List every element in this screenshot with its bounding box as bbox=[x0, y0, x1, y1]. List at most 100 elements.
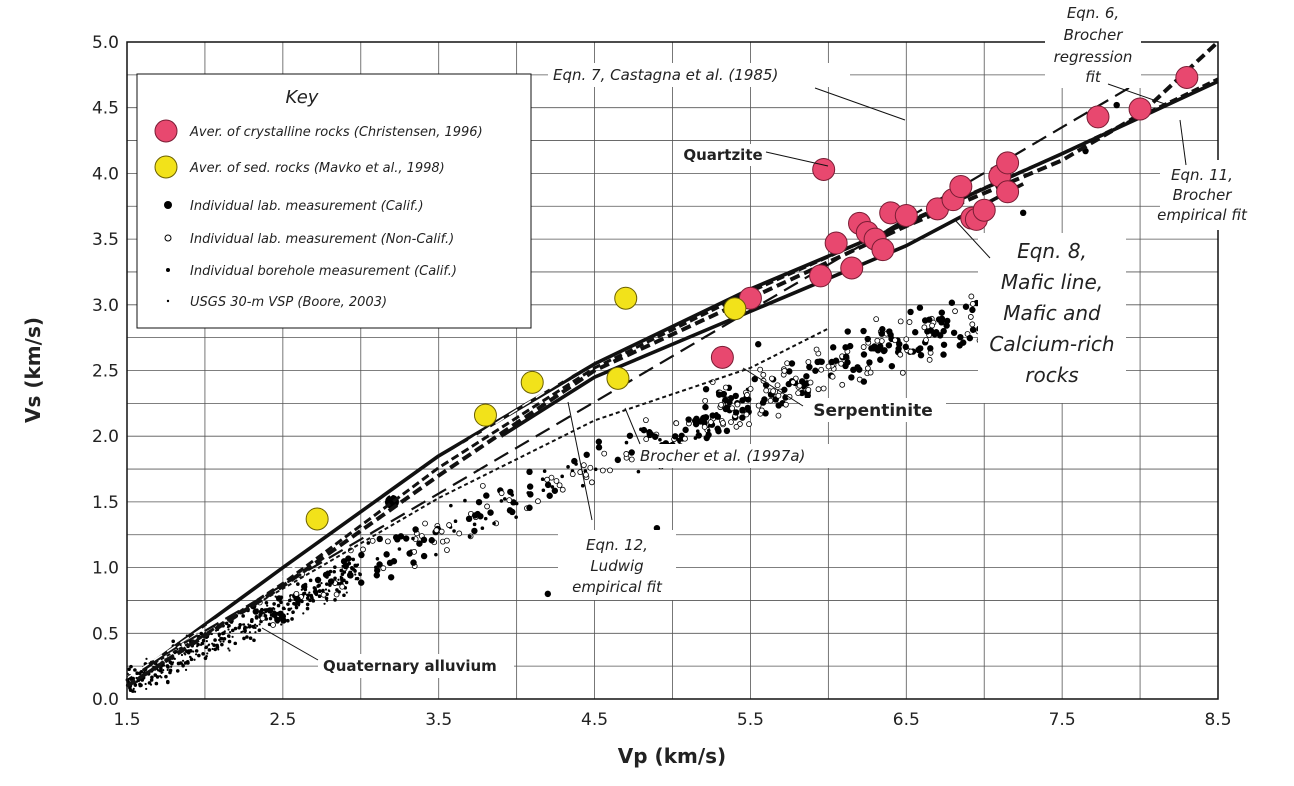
ann-eqn6-line1: Eqn. 6, bbox=[1067, 4, 1119, 22]
vsp-point bbox=[326, 599, 329, 602]
borehole-point bbox=[542, 469, 547, 473]
lab-calif-point bbox=[828, 358, 836, 366]
borehole-point bbox=[434, 552, 438, 557]
lab-calif-point bbox=[864, 335, 871, 343]
lab-noncalif-point bbox=[926, 356, 933, 363]
vsp-point bbox=[341, 580, 344, 584]
leader-eqn7 bbox=[814, 87, 906, 121]
lab-calif-point bbox=[885, 342, 893, 349]
borehole-point bbox=[233, 641, 238, 646]
crystalline-average-point bbox=[996, 180, 1020, 204]
borehole-point bbox=[291, 610, 295, 614]
sedimentary-average-point bbox=[305, 507, 329, 531]
rock-average-points bbox=[305, 65, 1199, 531]
lab-noncalif-point bbox=[839, 381, 846, 388]
borehole-point bbox=[238, 622, 242, 627]
x-tick-label: 5.5 bbox=[737, 710, 764, 730]
y-tick-label: 3.0 bbox=[92, 296, 119, 316]
borehole-point bbox=[468, 534, 472, 539]
lab-noncalif-point bbox=[903, 336, 910, 343]
crystalline-average-point bbox=[812, 157, 836, 181]
lab-calif-point bbox=[646, 431, 654, 439]
lab-noncalif-point bbox=[422, 520, 428, 527]
lab-noncalif-point bbox=[897, 351, 904, 358]
lab-calif-point bbox=[651, 433, 659, 440]
lab-noncalif-point bbox=[544, 476, 551, 483]
x-tick-label: 6.5 bbox=[893, 710, 920, 730]
leader-brocher97 bbox=[624, 407, 641, 445]
lab-noncalif-point bbox=[535, 498, 541, 505]
lab-calif-point bbox=[420, 552, 428, 560]
lab-noncalif-point bbox=[673, 420, 680, 427]
ann-eqn8-line1: Eqn. 8, bbox=[1017, 239, 1087, 263]
borehole-point bbox=[213, 647, 218, 652]
vsp-point bbox=[280, 623, 283, 626]
lab-calif-point bbox=[410, 559, 417, 566]
borehole-point bbox=[305, 602, 310, 607]
ann-eqn11-line3: empirical fit bbox=[1157, 206, 1248, 224]
crystalline-average-point bbox=[1086, 105, 1110, 129]
borehole-point bbox=[224, 621, 229, 626]
vsp-point bbox=[302, 612, 305, 615]
leader-serpentinite bbox=[742, 367, 804, 407]
lab-calif-point bbox=[705, 431, 712, 439]
lab-calif-point bbox=[640, 426, 648, 434]
lab-calif-point bbox=[628, 449, 635, 456]
borehole-point bbox=[281, 606, 286, 611]
crystalline-average-point bbox=[824, 231, 848, 255]
lab-noncalif-point bbox=[369, 537, 376, 544]
legend-marker-borehole bbox=[166, 268, 170, 272]
vsp-point bbox=[254, 626, 257, 629]
vsp-point bbox=[327, 589, 330, 592]
lab-calif-point bbox=[944, 317, 951, 325]
lab-calif-point bbox=[902, 343, 909, 351]
vsp-point bbox=[200, 642, 203, 646]
lab-calif-point bbox=[938, 315, 946, 322]
lab-calif-point bbox=[475, 498, 483, 506]
ann-eqn6-line4: fit bbox=[1085, 68, 1102, 86]
borehole-point bbox=[566, 465, 570, 469]
vsp-point bbox=[231, 635, 234, 638]
lab-calif-point bbox=[962, 303, 970, 310]
lab-noncalif-point bbox=[770, 388, 777, 395]
ann-eqn7: Eqn. 7, Castagna et al. (1985) bbox=[553, 66, 778, 84]
lab-noncalif-point bbox=[484, 503, 490, 510]
sedimentary-average-point bbox=[723, 297, 747, 321]
vsp-point bbox=[354, 573, 357, 576]
vsp-point bbox=[323, 602, 326, 605]
lab-noncalif-point bbox=[643, 417, 649, 424]
lab-calif-point bbox=[739, 397, 746, 404]
curve-highlight bbox=[126, 359, 596, 679]
lab-calif-point bbox=[888, 362, 896, 370]
lab-noncalif-point bbox=[746, 421, 752, 428]
borehole-point bbox=[245, 635, 249, 639]
vsp-point bbox=[193, 658, 196, 661]
legend: Key Aver. of crystalline rocks (Christen… bbox=[136, 73, 532, 329]
lab-calif-point bbox=[850, 366, 857, 374]
lab-noncalif-point bbox=[747, 385, 754, 392]
lab-noncalif-point bbox=[767, 397, 774, 404]
lab-calif-point bbox=[723, 427, 731, 435]
borehole-point bbox=[317, 589, 322, 593]
vsp-point bbox=[239, 625, 242, 628]
lab-calif-point bbox=[957, 333, 964, 341]
lab-noncalif-point bbox=[899, 369, 906, 376]
vsp-point bbox=[144, 682, 147, 686]
lab-calif-point bbox=[274, 616, 281, 624]
lab-noncalif-point bbox=[795, 390, 802, 397]
borehole-point bbox=[158, 668, 163, 673]
crystalline-average-point bbox=[996, 151, 1020, 175]
borehole-point bbox=[189, 657, 194, 662]
lab-noncalif-point bbox=[967, 314, 974, 320]
lab-calif-point bbox=[842, 362, 849, 370]
annotations: Eqn. 6, Brocher regression fit Eqn. 7, C… bbox=[261, 0, 1248, 678]
borehole-point bbox=[252, 638, 256, 643]
vsp-point bbox=[228, 649, 231, 652]
legend-label-borehole: Individual borehole measurement (Calif.) bbox=[190, 264, 457, 279]
lab-calif-point bbox=[714, 413, 722, 420]
sedimentary-average-point bbox=[473, 403, 497, 427]
ann-bg-eqn6 bbox=[1045, 0, 1141, 88]
ann-eqn8-line2: Mafic line, bbox=[1001, 270, 1103, 294]
lab-calif-point bbox=[856, 366, 863, 373]
lab-calif-point bbox=[969, 326, 977, 333]
